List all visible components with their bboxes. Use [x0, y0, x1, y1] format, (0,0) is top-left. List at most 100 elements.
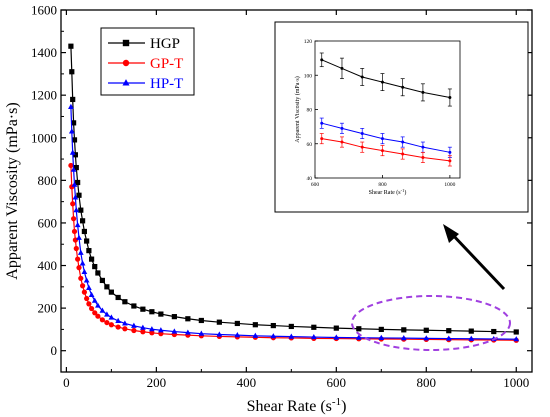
highlight-ellipse: [351, 295, 511, 351]
data-point: [468, 335, 475, 341]
inset-data-point: [380, 137, 384, 141]
data-point: [198, 317, 204, 324]
data-point: [88, 305, 95, 312]
data-point: [76, 192, 82, 198]
data-point: [91, 297, 98, 303]
data-point: [70, 201, 76, 207]
pointer-arrow-head: [443, 224, 459, 243]
inset-y-tick-label: 40: [307, 176, 313, 182]
x-tick-label: 1000: [503, 375, 529, 390]
data-point: [78, 275, 84, 281]
data-point: [131, 327, 137, 334]
data-point: [79, 283, 86, 289]
data-point: [158, 331, 164, 337]
data-point: [216, 319, 222, 325]
data-point: [81, 228, 87, 235]
data-point: [104, 311, 110, 317]
data-point: [84, 238, 90, 244]
y-tick-label: 1600: [31, 3, 57, 18]
data-point: [333, 325, 339, 331]
legend-label: GP-T: [150, 56, 183, 72]
data-point: [73, 164, 79, 171]
data-point: [86, 284, 92, 290]
data-point: [68, 43, 74, 49]
x-tick-label: 200: [147, 375, 167, 390]
inset-data-point: [421, 90, 425, 94]
inset-frame: [274, 21, 529, 213]
data-point: [99, 317, 105, 323]
legend-box: [100, 27, 195, 96]
inset-x-tick-label: 600: [311, 182, 320, 188]
data-point: [81, 268, 88, 274]
data-point: [122, 326, 128, 332]
y-tick-label: 800: [38, 173, 58, 188]
x-axis-title-sup: -1: [332, 396, 341, 408]
data-point: [401, 327, 407, 333]
data-point: [288, 323, 294, 330]
data-point: [72, 194, 79, 200]
inset-y-axis-title: Apparent Viscosity (mPa·s): [294, 76, 301, 143]
data-point: [75, 256, 81, 262]
data-point: [115, 324, 121, 330]
inset-data-point: [320, 58, 324, 62]
data-point: [270, 333, 277, 339]
data-point: [423, 335, 430, 341]
legend-label: HP-T: [150, 76, 183, 92]
data-point: [140, 329, 146, 335]
x-tick-label: 400: [237, 375, 257, 390]
data-point: [95, 313, 101, 319]
data-point: [446, 328, 452, 334]
data-point: [72, 237, 78, 243]
inset-y-tick-label: 100: [304, 73, 313, 79]
y-tick-label: 400: [38, 258, 58, 273]
data-point: [378, 334, 385, 341]
inset-data-point: [401, 140, 405, 144]
data-point: [92, 263, 98, 270]
data-point: [69, 69, 75, 75]
series-line: [70, 106, 517, 340]
legend-marker: [122, 39, 130, 47]
inset-data-point: [380, 80, 384, 84]
inset-x-axis-title-main: Shear Rate (s: [369, 189, 402, 196]
data-point: [79, 218, 86, 224]
data-point: [99, 277, 105, 284]
data-point: [88, 291, 95, 297]
y-tick-label: 0: [51, 343, 58, 358]
x-axis-title-close: ): [341, 398, 346, 415]
inset-x-tick-label: 800: [378, 182, 387, 188]
inset-data-point: [340, 140, 344, 144]
data-point: [71, 228, 78, 235]
inset-data-point: [320, 121, 324, 125]
inset-data-point: [448, 159, 452, 163]
data-point: [104, 319, 110, 326]
y-tick-label: 600: [38, 215, 58, 230]
inset-data-point: [360, 145, 364, 149]
data-point: [71, 137, 78, 143]
data-point: [77, 249, 84, 255]
data-point: [140, 306, 146, 312]
data-point: [104, 284, 110, 290]
inset-data-point: [320, 137, 324, 141]
data-point: [234, 320, 240, 327]
plot-frame: [60, 9, 533, 373]
series-hgp: [68, 43, 519, 335]
data-point: [73, 245, 79, 252]
data-point: [513, 329, 519, 335]
inset-series-hgp: [319, 52, 452, 107]
y-tick-label: 1000: [31, 130, 57, 145]
inset-data-point: [380, 149, 384, 153]
series-hp-t: [68, 103, 520, 342]
data-point: [378, 326, 384, 333]
data-point: [70, 216, 77, 222]
data-point: [75, 179, 81, 186]
inset-data-point: [360, 75, 364, 79]
data-point: [158, 327, 164, 333]
data-point: [513, 336, 520, 342]
inset-data-point: [448, 96, 452, 100]
data-point: [171, 328, 178, 334]
data-point: [216, 331, 223, 337]
data-point: [491, 328, 497, 335]
inset-data-point: [448, 150, 452, 154]
y-tick-label: 200: [38, 301, 58, 316]
data-point: [149, 326, 155, 332]
